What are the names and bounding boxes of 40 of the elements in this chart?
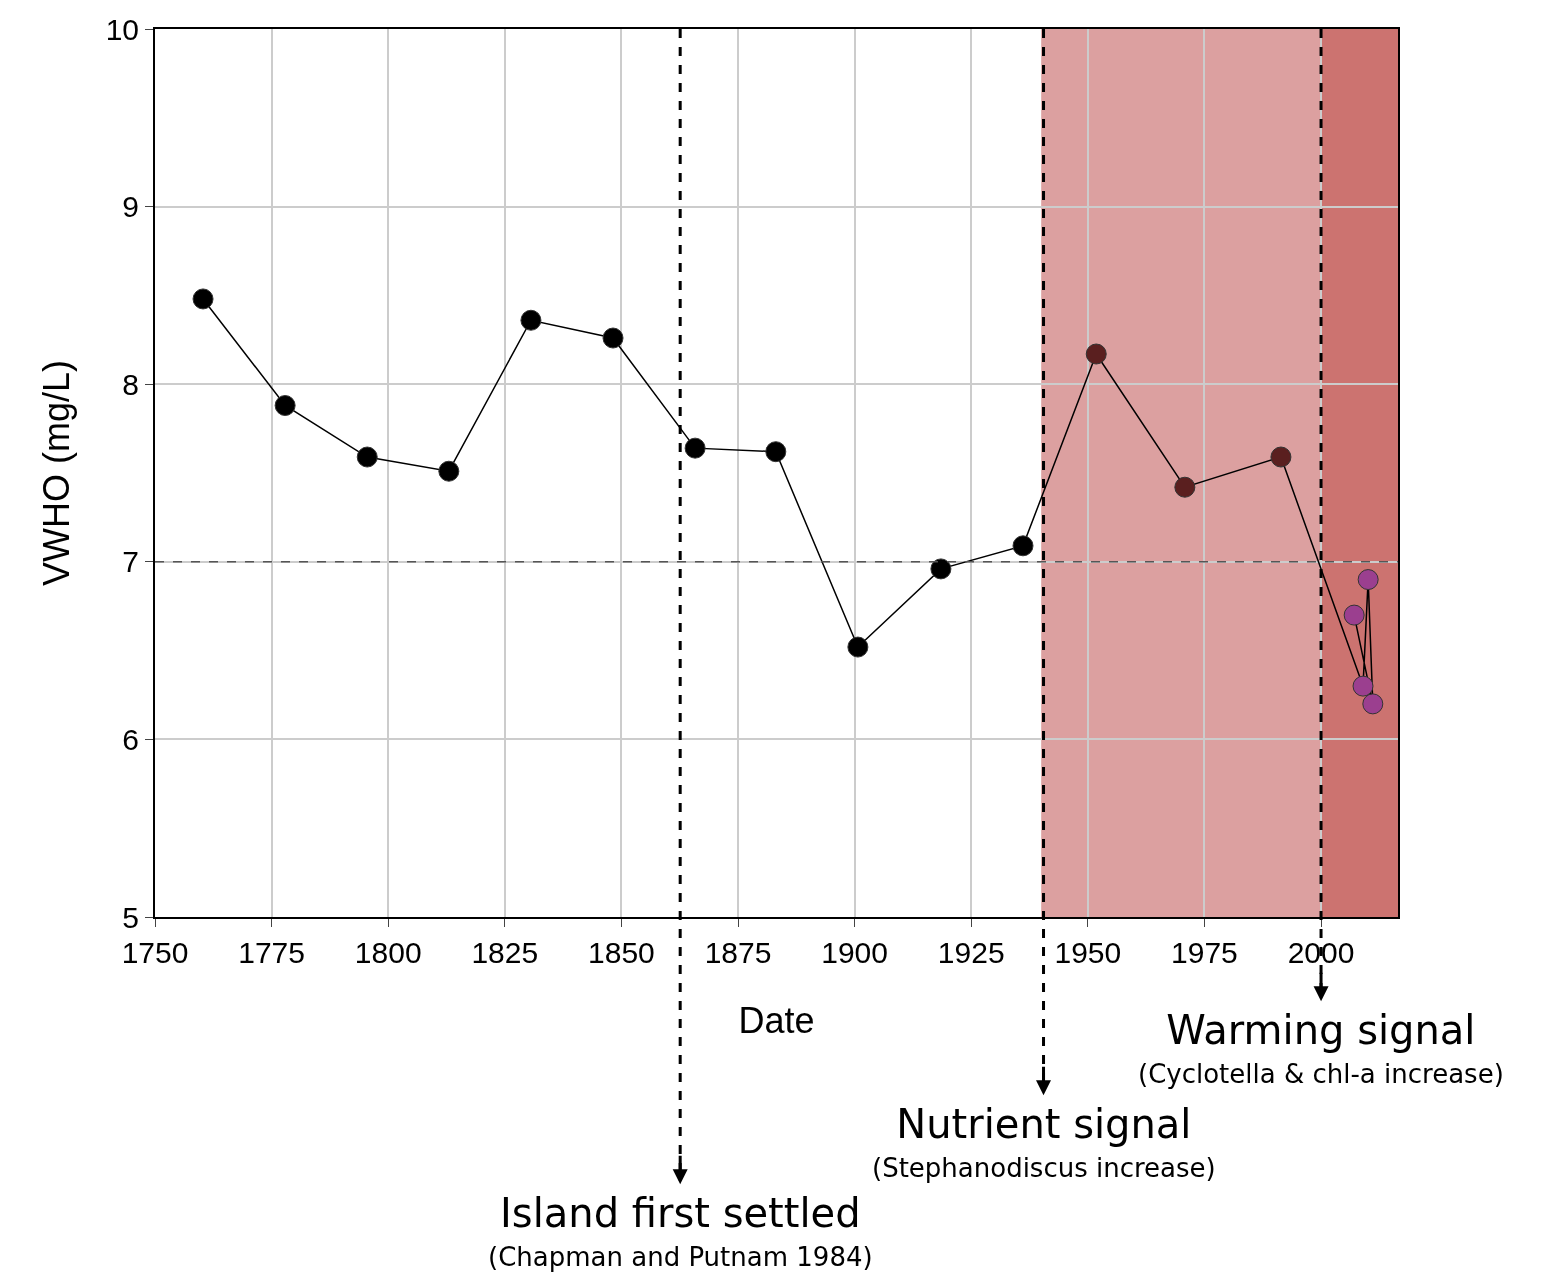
point bbox=[274, 395, 296, 416]
point bbox=[847, 636, 869, 658]
x-tick-label: 1875 bbox=[704, 936, 772, 969]
point bbox=[684, 437, 706, 459]
point bbox=[602, 327, 624, 349]
point bbox=[1357, 569, 1379, 591]
ref-line-label: Island first settled (Chapman and Putnam 1984) bbox=[488, 1190, 873, 1272]
point bbox=[1012, 535, 1034, 557]
point bbox=[1174, 476, 1196, 498]
x-tick-label: 1750 bbox=[121, 936, 189, 969]
x-tick-label: 1975 bbox=[1171, 936, 1238, 969]
point bbox=[1270, 446, 1292, 468]
y-tick-label: 8 bbox=[122, 367, 139, 401]
point bbox=[1085, 343, 1107, 365]
point bbox=[1343, 604, 1365, 626]
x-tick-label: 1900 bbox=[821, 936, 888, 969]
ref-line-label: Nutrient signal (Stephanodiscus increase) bbox=[872, 1101, 1216, 1183]
x-tick-label: 1950 bbox=[1054, 936, 1122, 969]
x-axis-title: Date bbox=[738, 1000, 815, 1042]
point bbox=[1362, 693, 1384, 715]
point bbox=[438, 460, 460, 482]
x-tick-label: 1850 bbox=[588, 936, 655, 969]
x-tick-label: 1775 bbox=[238, 936, 305, 969]
point bbox=[520, 309, 542, 331]
x-tick-label: 1800 bbox=[354, 936, 422, 969]
point bbox=[765, 441, 787, 463]
point bbox=[1352, 675, 1374, 697]
y-tick-label: 9 bbox=[122, 190, 139, 224]
x-tick-label: 1825 bbox=[471, 936, 539, 969]
y-tick-label: 5 bbox=[122, 900, 139, 934]
y-tick-label: 6 bbox=[122, 722, 139, 756]
y-tick-label: 7 bbox=[122, 545, 139, 579]
y-axis-title: VWHO (mg/L) bbox=[36, 359, 78, 587]
ref-line-label: Warming signal (Cyclotella & chl-a increase) bbox=[1138, 1007, 1504, 1089]
point bbox=[192, 288, 214, 310]
x-tick-label: 2000 bbox=[1287, 936, 1355, 969]
point bbox=[356, 446, 378, 468]
x-tick-label: 1925 bbox=[937, 936, 1005, 969]
y-tick-label: 10 bbox=[105, 12, 139, 46]
point bbox=[930, 558, 952, 580]
